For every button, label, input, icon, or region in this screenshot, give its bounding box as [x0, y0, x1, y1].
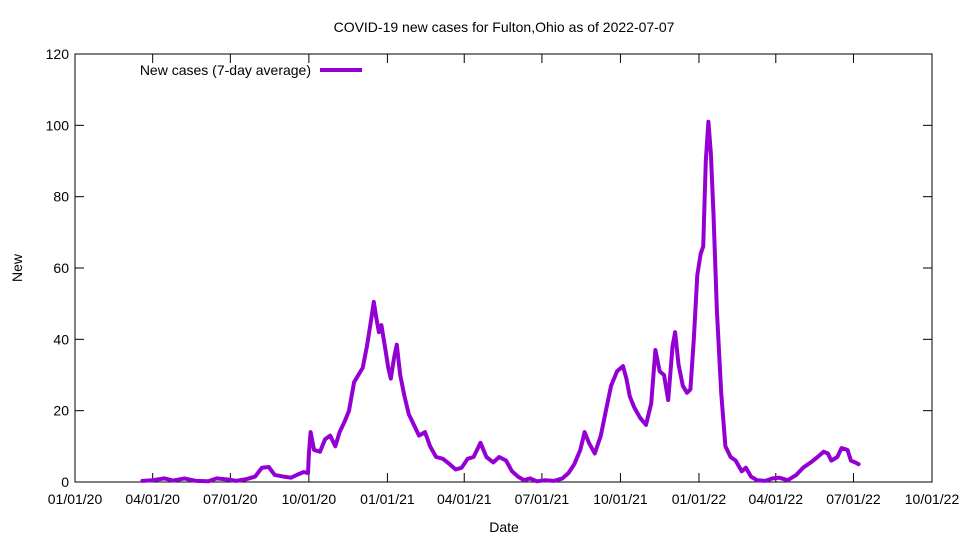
- plot-area-border: [74, 53, 933, 483]
- y-tick-label: 100: [46, 117, 70, 133]
- series-line: [140, 119, 861, 484]
- y-tick-label: 80: [53, 189, 69, 205]
- x-tick-label: 10/01/21: [593, 491, 648, 507]
- series-layer: [140, 119, 861, 484]
- x-tick-label: 04/01/20: [125, 491, 180, 507]
- legend: New cases (7-day average): [140, 62, 362, 78]
- x-axis-label: Date: [489, 519, 519, 535]
- x-tick-label: 07/01/21: [515, 491, 570, 507]
- y-tick-label: 60: [53, 260, 69, 276]
- legend-label: New cases (7-day average): [140, 62, 311, 78]
- x-tick-label: 01/01/21: [360, 491, 415, 507]
- x-tick-label: 07/01/20: [203, 491, 258, 507]
- y-tick-label: 120: [46, 46, 70, 62]
- y-tick-label: 40: [53, 331, 69, 347]
- x-axis-ticks: 01/01/20 04/01/20 07/01/20 10/01/20 01/01/21…: [48, 54, 960, 507]
- x-tick-label: 10/01/22: [905, 491, 960, 507]
- y-axis-label: New: [9, 253, 25, 282]
- y-tick-label: 20: [53, 403, 69, 419]
- x-tick-label: 10/01/20: [282, 491, 337, 507]
- y-tick-label: 0: [61, 474, 69, 490]
- x-tick-label: 01/01/20: [48, 491, 103, 507]
- x-tick-label: 01/01/22: [672, 491, 727, 507]
- x-tick-label: 04/01/21: [437, 491, 492, 507]
- chart-title: COVID-19 new cases for Fulton,Ohio as of…: [334, 19, 675, 35]
- y-axis-ticks: 0 20 40 60 80 100 120: [46, 46, 932, 490]
- x-tick-label: 04/01/22: [749, 491, 804, 507]
- x-tick-label: 07/01/22: [826, 491, 881, 507]
